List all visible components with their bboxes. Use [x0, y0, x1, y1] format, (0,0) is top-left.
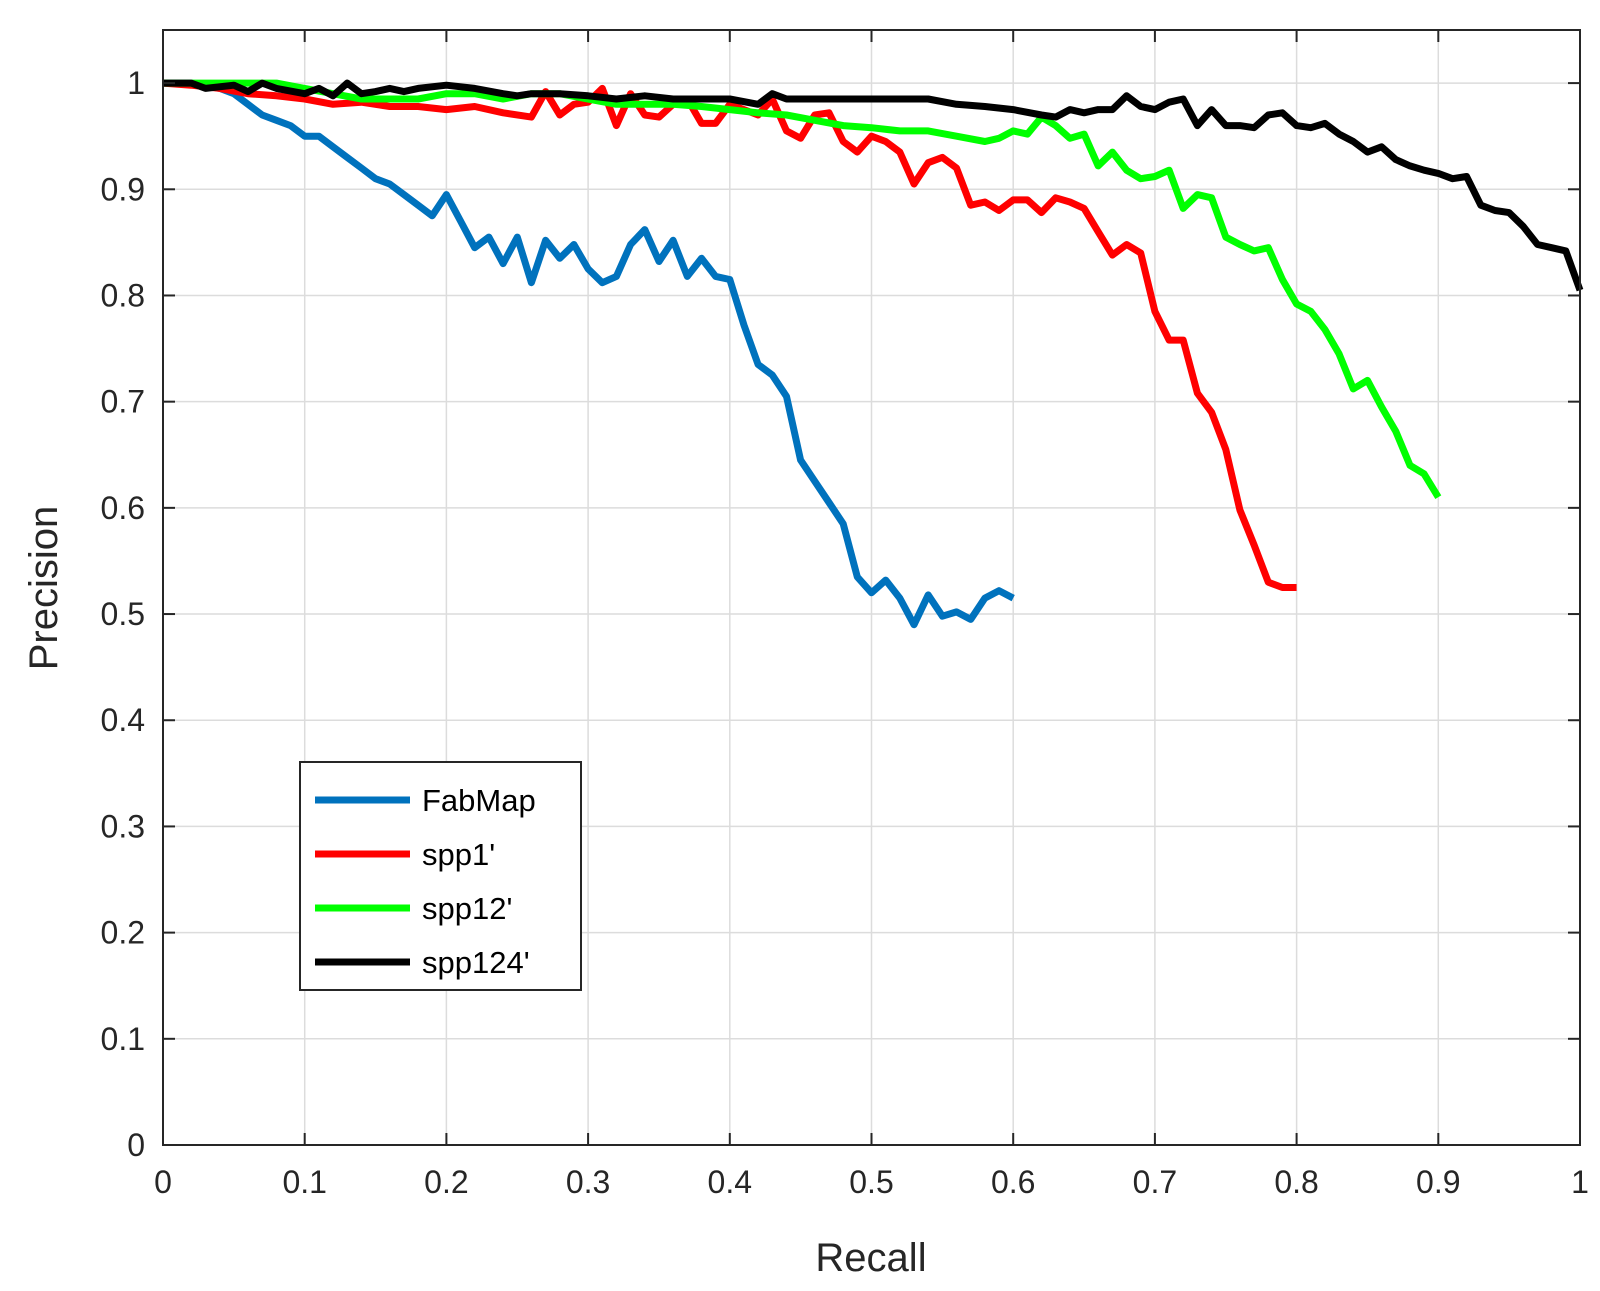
y-tick-labels: 0 0.1 0.2 0.3 0.4 0.5 0.6 0.7 0.8 0.9 1 — [101, 65, 145, 1163]
x-tick-label: 0.5 — [849, 1164, 893, 1200]
y-axis-label: Precision — [22, 506, 66, 671]
legend-label-1: spp1' — [422, 837, 495, 872]
x-tick-label: 0.8 — [1274, 1164, 1318, 1200]
x-tick-label: 0.1 — [282, 1164, 326, 1200]
legend-box — [299, 761, 582, 991]
y-tick-label: 0.7 — [101, 384, 145, 420]
x-tick-labels: 0 0.1 0.2 0.3 0.4 0.5 0.6 0.7 0.8 0.9 1 — [154, 1164, 1589, 1200]
series-line-1 — [162, 79, 1297, 591]
legend: FabMap spp1' spp12' spp124' — [299, 761, 582, 991]
tick-marks — [162, 30, 1581, 1146]
x-tick-label: 0.6 — [991, 1164, 1035, 1200]
y-tick-label: 0.3 — [101, 808, 145, 844]
legend-label-0: FabMap — [422, 783, 536, 818]
y-tick-label: 0.2 — [101, 915, 145, 951]
y-tick-label: 0.6 — [101, 490, 145, 526]
x-tick-label: 0.2 — [424, 1164, 468, 1200]
y-tick-label: 0 — [127, 1127, 145, 1163]
y-tick-label: 0.9 — [101, 171, 145, 207]
legend-label-3: spp124' — [422, 945, 530, 980]
x-tick-label: 0.7 — [1133, 1164, 1177, 1200]
x-tick-label: 1 — [1571, 1164, 1589, 1200]
legend-label-2: spp12' — [422, 891, 512, 926]
series-line-0 — [163, 79, 1015, 629]
x-tick-label: 0 — [154, 1164, 172, 1200]
x-axis-label: Recall — [815, 1236, 926, 1280]
series-line-2 — [163, 79, 1442, 500]
x-tick-label: 0.9 — [1416, 1164, 1460, 1200]
series-line-3 — [163, 79, 1584, 292]
x-tick-label: 0.4 — [708, 1164, 752, 1200]
y-tick-label: 0.1 — [101, 1021, 145, 1057]
y-tick-label: 1 — [127, 65, 145, 101]
series-lines — [162, 79, 1584, 629]
x-tick-label: 0.3 — [566, 1164, 610, 1200]
y-tick-label: 0.5 — [101, 596, 145, 632]
y-tick-label: 0.8 — [101, 277, 145, 313]
y-tick-label: 0.4 — [101, 702, 145, 738]
